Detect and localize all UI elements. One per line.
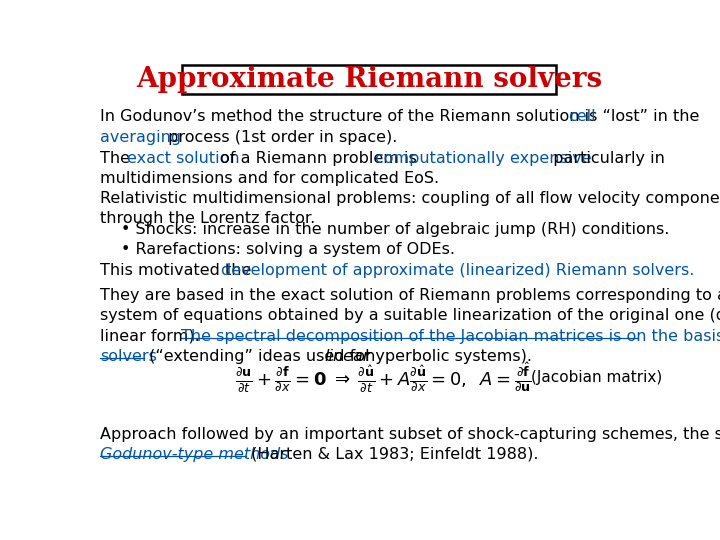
Text: (Harten & Lax 1983; Einfeldt 1988).: (Harten & Lax 1983; Einfeldt 1988). <box>246 447 539 462</box>
Text: Approach followed by an important subset of shock-capturing schemes, the so-call: Approach followed by an important subset… <box>100 427 720 442</box>
Text: They are based in the exact solution of Riemann problems corresponding to a new: They are based in the exact solution of … <box>100 288 720 303</box>
Text: linear form).: linear form). <box>100 329 205 344</box>
Text: This motivated the: This motivated the <box>100 263 256 278</box>
Text: multidimensions and for complicated EoS.: multidimensions and for complicated EoS. <box>100 171 439 186</box>
Text: Approximate Riemann solvers: Approximate Riemann solvers <box>136 66 602 93</box>
Text: (“extending” ideas used for: (“extending” ideas used for <box>144 349 377 364</box>
Text: development of approximate (linearized) Riemann solvers.: development of approximate (linearized) … <box>221 263 695 278</box>
Text: linear: linear <box>325 349 370 364</box>
Text: In Godunov’s method the structure of the Riemann solution is “lost” in the: In Godunov’s method the structure of the… <box>100 109 705 124</box>
Text: process (1st order in space).: process (1st order in space). <box>163 130 397 145</box>
Text: particularly in: particularly in <box>543 151 665 166</box>
Text: system of equations obtained by a suitable linearization of the original one (qu: system of equations obtained by a suitab… <box>100 308 720 323</box>
Text: exact solution: exact solution <box>127 151 240 166</box>
Text: Godunov-type methods: Godunov-type methods <box>100 447 289 462</box>
Text: solvers: solvers <box>100 349 157 364</box>
Text: averaging: averaging <box>100 130 181 145</box>
Text: The: The <box>100 151 135 166</box>
Text: computationally expensive: computationally expensive <box>375 151 592 166</box>
Text: through the Lorentz factor.: through the Lorentz factor. <box>100 211 315 226</box>
Text: Relativistic multidimensional problems: coupling of all flow velocity components: Relativistic multidimensional problems: … <box>100 191 720 206</box>
Text: • Shocks: increase in the number of algebraic jump (RH) conditions.: • Shocks: increase in the number of alge… <box>121 221 669 237</box>
Text: cell: cell <box>569 109 596 124</box>
Text: The spectral decomposition of the Jacobian matrices is on the basis of all: The spectral decomposition of the Jacobi… <box>181 329 720 344</box>
Text: (Jacobian matrix): (Jacobian matrix) <box>531 370 662 385</box>
Text: of a Riemann problem is: of a Riemann problem is <box>215 151 421 166</box>
Text: • Rarefactions: solving a system of ODEs.: • Rarefactions: solving a system of ODEs… <box>121 241 455 256</box>
Text: hyperbolic systems).: hyperbolic systems). <box>360 349 532 364</box>
FancyBboxPatch shape <box>182 65 556 94</box>
Text: $\frac{\partial \mathbf{u}}{\partial t}+\frac{\partial \mathbf{f}}{\partial x}=\: $\frac{\partial \mathbf{u}}{\partial t}+… <box>235 361 532 394</box>
